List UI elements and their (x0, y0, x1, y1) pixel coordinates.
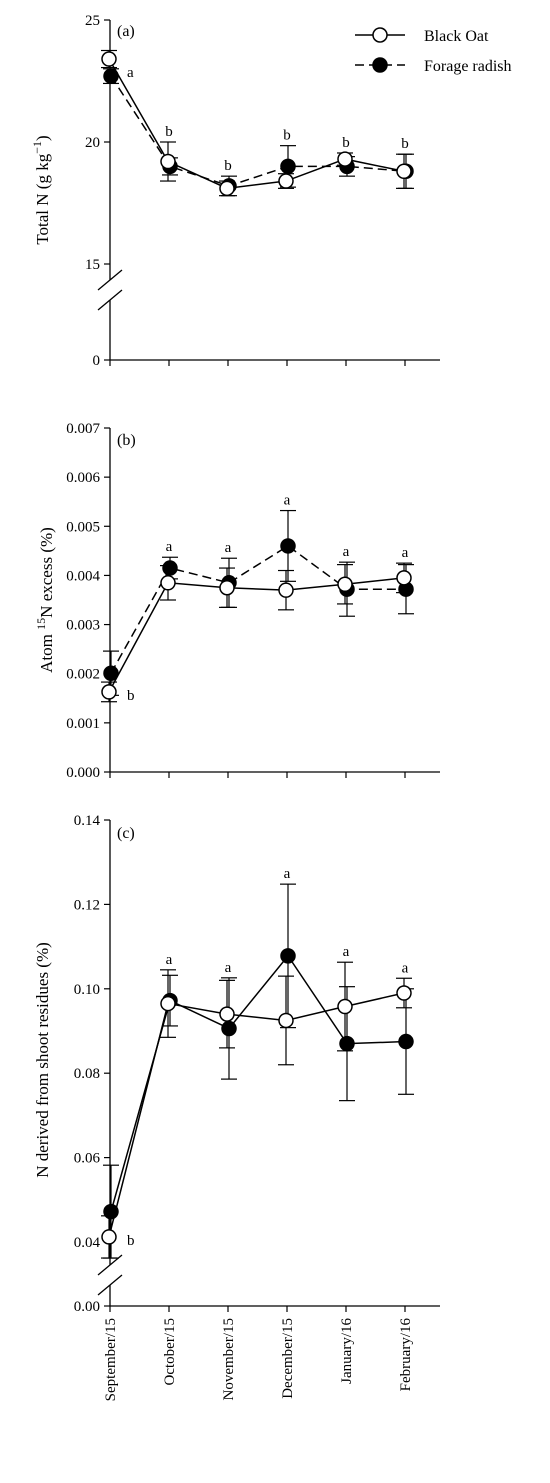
y-tick-label: 0.000 (66, 765, 100, 781)
data-point-forage-radish (339, 1035, 355, 1052)
significance-letter: b (165, 124, 173, 140)
y-tick-label: 0.00 (74, 1299, 100, 1315)
axis-break-mark-top (97, 269, 123, 291)
series-line-forage-radish (110, 75, 407, 187)
significance-letter: a (343, 544, 350, 560)
data-point-black-oat (396, 163, 412, 180)
y-tick-label: 25 (85, 13, 100, 29)
data-point-black-oat (219, 579, 235, 596)
x-tick-label: October/15 (162, 1318, 178, 1385)
data-point-black-oat (278, 173, 294, 189)
data-point-black-oat (278, 582, 294, 598)
significance-letter: a (127, 65, 134, 81)
significance-letter: a (284, 493, 291, 509)
data-point-black-oat (278, 1012, 294, 1029)
panel-label: (b) (117, 432, 136, 449)
y-tick-label: 15 (85, 257, 100, 273)
data-point-forage-radish (221, 1020, 237, 1037)
panel-1: 0.000 0.001 0.002 0.003 0.004 0.005 0.006 0.007… (34, 421, 440, 781)
significance-letter: a (402, 545, 409, 561)
y-tick-label: 0 (93, 353, 101, 369)
series-line-black-oat (108, 992, 405, 1238)
x-tick-label: January/16 (339, 1318, 355, 1384)
y-axis-label: Total N (g kg−1) (30, 135, 52, 244)
data-point-black-oat (337, 576, 353, 593)
x-tick-label: September/15 (103, 1318, 119, 1401)
y-tick-label: 0.10 (74, 982, 100, 998)
y-tick-label: 0.007 (66, 421, 100, 437)
significance-letter: a (402, 960, 409, 976)
legend: Black Oat Forage radish (355, 27, 512, 75)
legend-black-oat-marker (372, 27, 388, 43)
series-line-black-oat (108, 58, 405, 190)
data-point-forage-radish (280, 538, 296, 554)
significance-letter: b (127, 1233, 135, 1249)
legend-forage-radish-label: Forage radish (424, 58, 512, 75)
y-tick-label: 0.006 (66, 470, 100, 486)
significance-letter: a (166, 952, 173, 968)
significance-letter: b (283, 128, 291, 144)
series-line-black-oat (108, 577, 405, 693)
data-point-black-oat (160, 153, 176, 170)
x-tick-label: February/16 (398, 1318, 414, 1392)
axis-break-mark-bottom (97, 1274, 123, 1296)
data-point-black-oat (219, 180, 235, 197)
panel-2: 0.00 0.04 0.06 0.08 0.10 0.12 0.14 (c) N derived… (33, 813, 440, 1401)
significance-letter: a (284, 866, 291, 882)
data-point-black-oat (396, 570, 412, 586)
y-tick-label: 0.003 (66, 618, 100, 634)
data-point-black-oat (219, 1006, 235, 1022)
data-point-black-oat (160, 995, 176, 1012)
significance-letter: b (224, 158, 232, 174)
significance-letter: a (225, 960, 232, 976)
significance-letter: b (127, 688, 135, 704)
panel-0: 0 15 20 25 (a) Total N (g kg−1) a b b b b b (30, 13, 440, 369)
y-tick-label: 0.004 (66, 568, 100, 584)
legend-black-oat-label: Black Oat (424, 28, 489, 45)
axis-break-mark-bottom (97, 289, 123, 311)
significance-letter: b (401, 136, 409, 152)
x-tick-label: December/15 (280, 1318, 296, 1399)
y-axis-label: N derived from shoot residues (%) (33, 942, 52, 1178)
y-tick-label: 0.06 (74, 1151, 101, 1167)
significance-letter: a (166, 539, 173, 555)
series-line-forage-radish (110, 954, 407, 1212)
panel-label: (a) (117, 23, 135, 40)
data-point-black-oat (101, 1229, 117, 1245)
y-tick-label: 0.08 (74, 1066, 100, 1082)
panel-label: (c) (117, 825, 135, 842)
data-point-black-oat (337, 998, 353, 1015)
significance-letter: a (343, 944, 350, 960)
legend-forage-radish-marker (372, 57, 388, 73)
x-tick-label: November/15 (221, 1318, 237, 1400)
y-tick-label: 0.001 (66, 716, 100, 732)
data-point-forage-radish (103, 665, 119, 681)
data-point-forage-radish (280, 948, 296, 964)
data-point-forage-radish (398, 1033, 414, 1050)
y-tick-label: 0.005 (66, 519, 100, 535)
data-point-black-oat (101, 684, 117, 700)
series-line-forage-radish (110, 545, 406, 674)
y-tick-label: 0.12 (74, 897, 100, 913)
y-axis-label: Atom 15N excess (%) (34, 527, 56, 673)
data-point-black-oat (396, 985, 412, 1001)
data-point-black-oat (160, 575, 176, 591)
significance-letter: a (225, 540, 232, 556)
y-tick-label: 0.14 (74, 813, 101, 829)
y-tick-label: 0.002 (66, 667, 100, 683)
data-point-black-oat (101, 51, 117, 67)
data-point-forage-radish (162, 560, 178, 576)
significance-letter: b (342, 135, 350, 151)
y-tick-label: 20 (85, 135, 100, 151)
data-point-forage-radish (280, 158, 296, 175)
data-point-black-oat (337, 151, 353, 167)
y-tick-label: 0.04 (74, 1235, 101, 1251)
